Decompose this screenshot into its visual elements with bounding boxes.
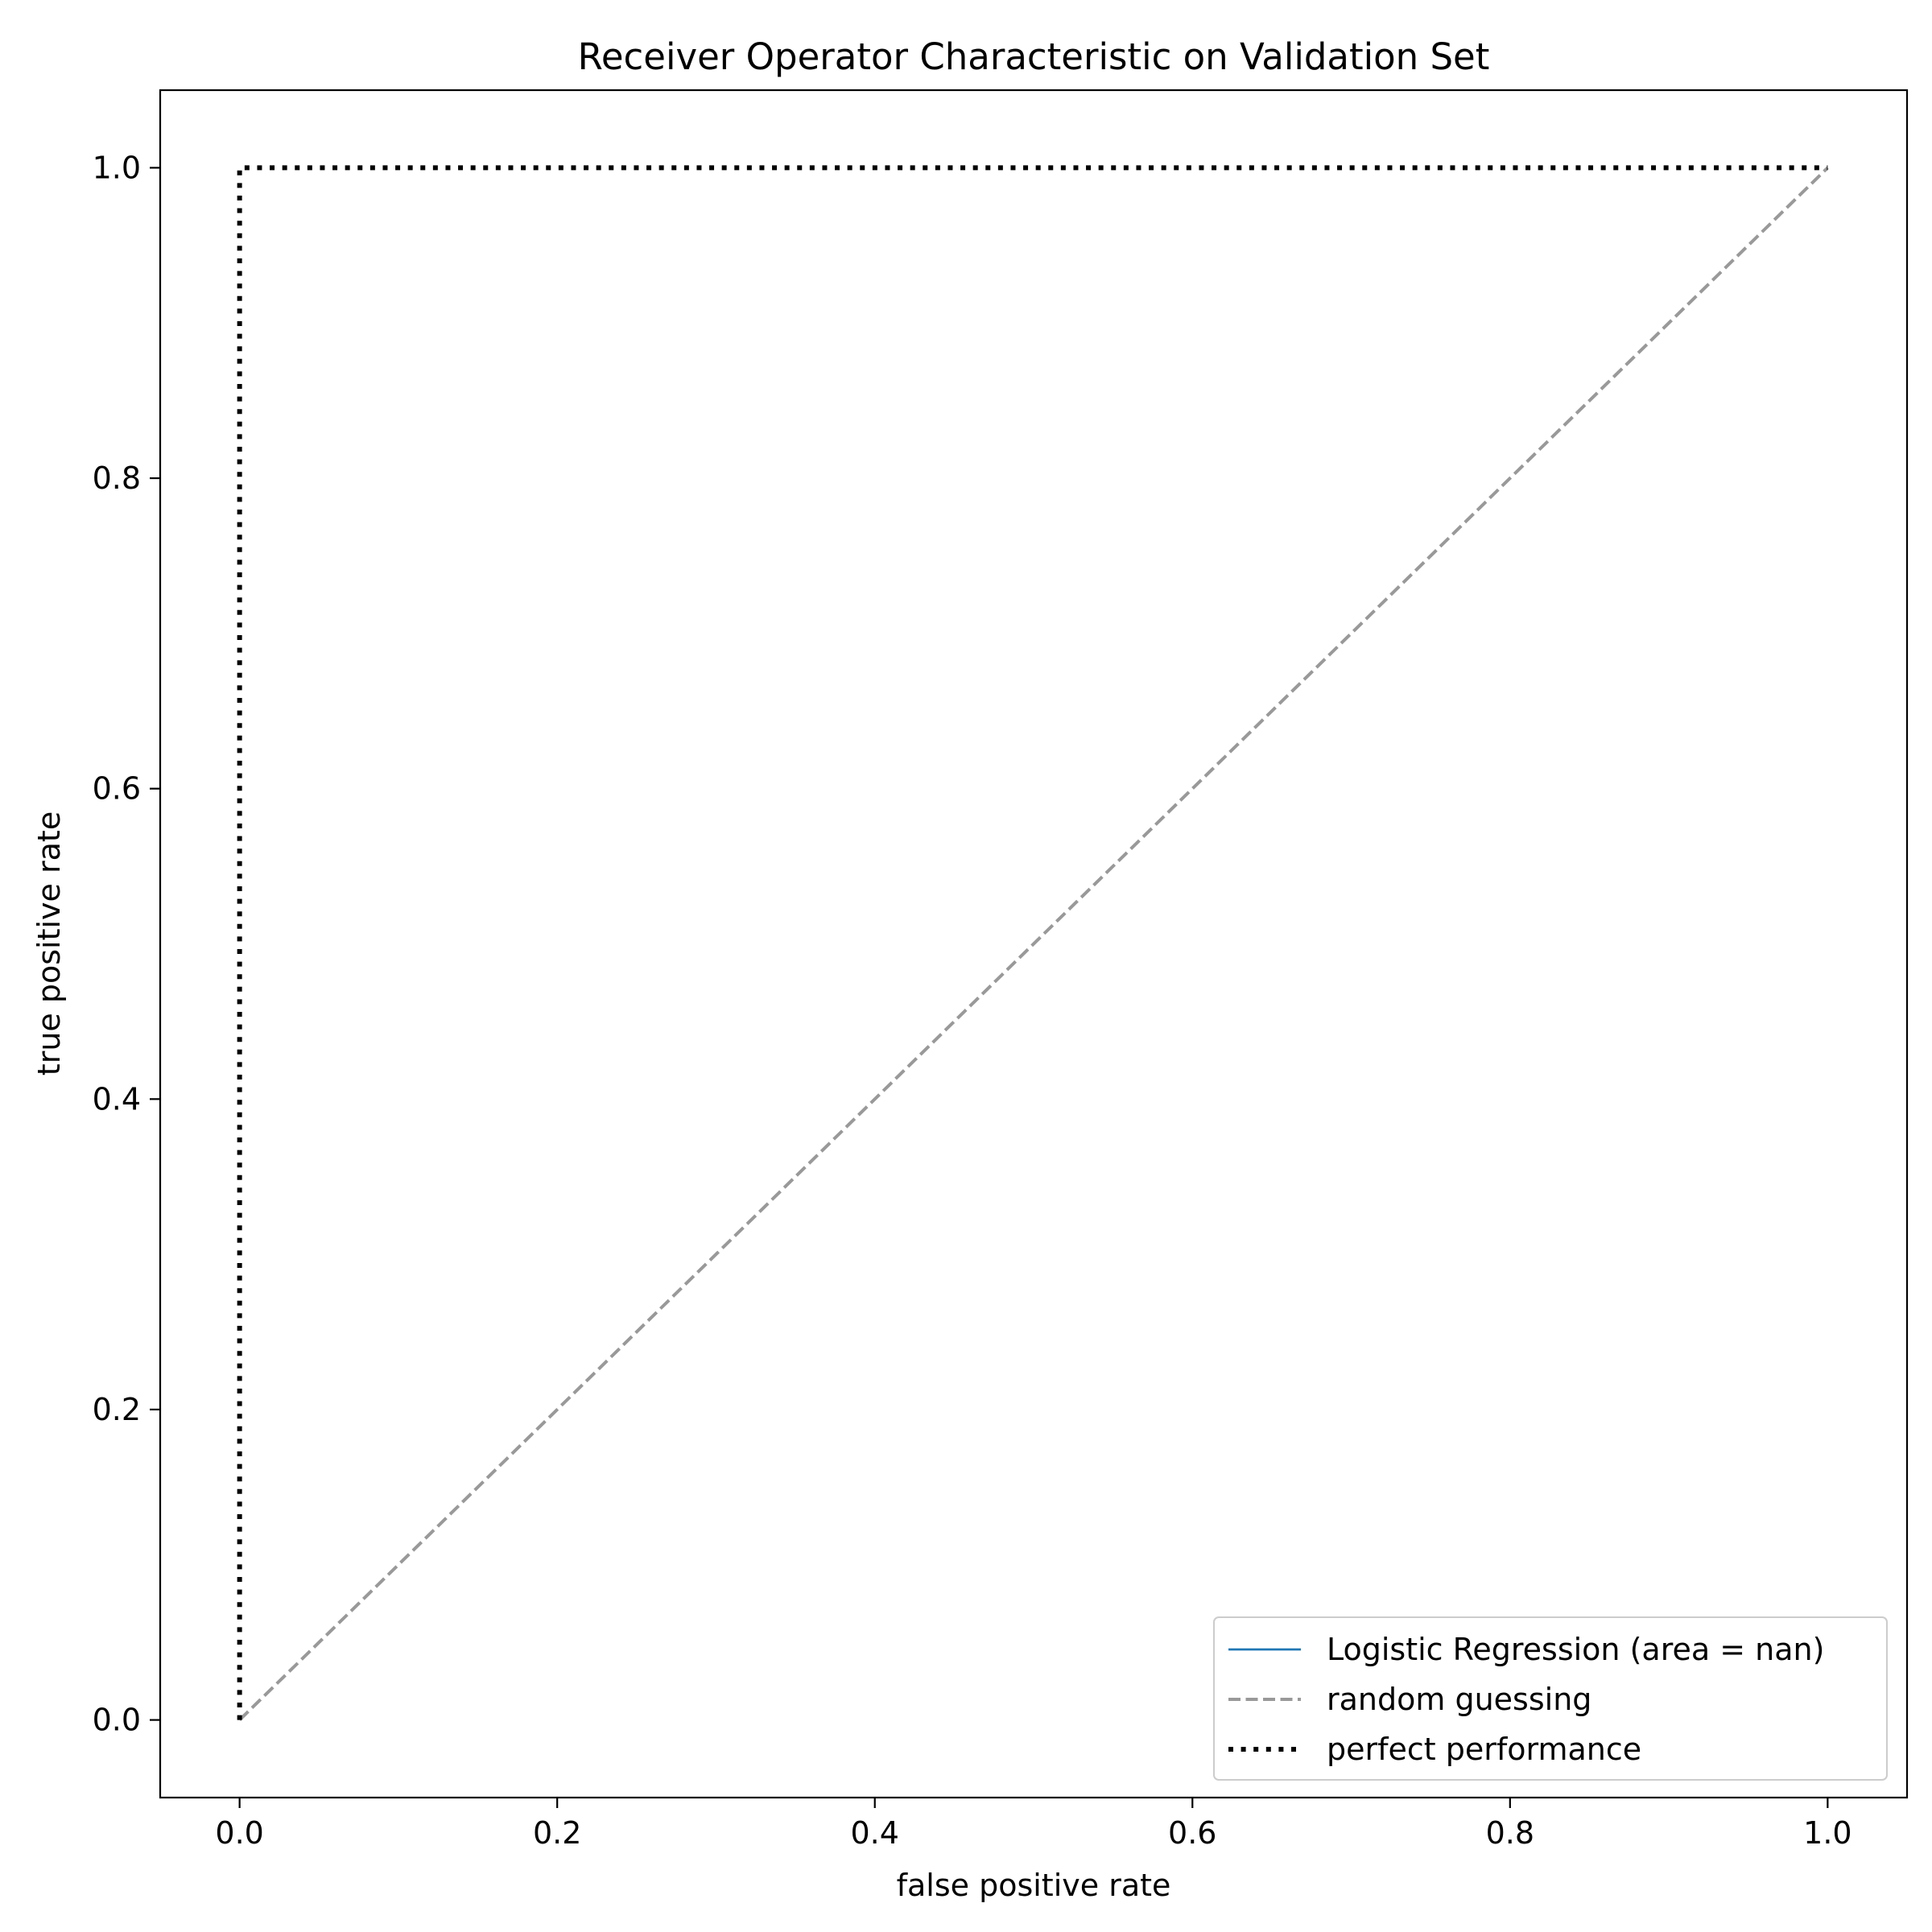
y-tick-label: 0.6 [93, 771, 141, 807]
y-axis-ticks: 0.0 0.2 0.4 0.6 0.8 1.0 [93, 150, 160, 1738]
x-tick-label: 0.2 [533, 1815, 581, 1851]
legend-box [1213, 1616, 1888, 1781]
y-tick-label: 0.4 [93, 1081, 141, 1117]
x-tick-label: 1.0 [1803, 1815, 1852, 1851]
series-line-random-guessing [238, 166, 1829, 1722]
series-line-perfect-performance [237, 165, 1828, 1720]
x-axis-ticks: 0.0 0.2 0.4 0.6 0.8 1.0 [215, 1798, 1852, 1851]
x-tick-label: 0.8 [1486, 1815, 1534, 1851]
plot-frame [159, 89, 1909, 1799]
y-tick-label: 0.0 [93, 1703, 141, 1738]
x-tick-label: 0.0 [215, 1815, 263, 1851]
y-tick-label: 0.2 [93, 1392, 141, 1427]
chart-title: Receiver Operator Characteristic on Vali… [578, 35, 1490, 78]
plot-lines [237, 165, 1829, 1722]
legend-label: random guessing [1327, 1682, 1591, 1717]
x-tick-label: 0.6 [1168, 1815, 1216, 1851]
legend-label: Logistic Regression (area = nan) [1327, 1632, 1824, 1667]
x-axis-label: false positive rate [897, 1868, 1171, 1903]
y-tick-label: 1.0 [93, 150, 141, 185]
legend-label: perfect performance [1327, 1732, 1641, 1767]
y-tick-label: 0.8 [93, 460, 141, 496]
x-tick-label: 0.4 [851, 1815, 899, 1851]
y-axis-label: true positive rate [31, 811, 67, 1075]
legend: Logistic Regression (area = nan) random g… [1213, 1616, 1888, 1781]
